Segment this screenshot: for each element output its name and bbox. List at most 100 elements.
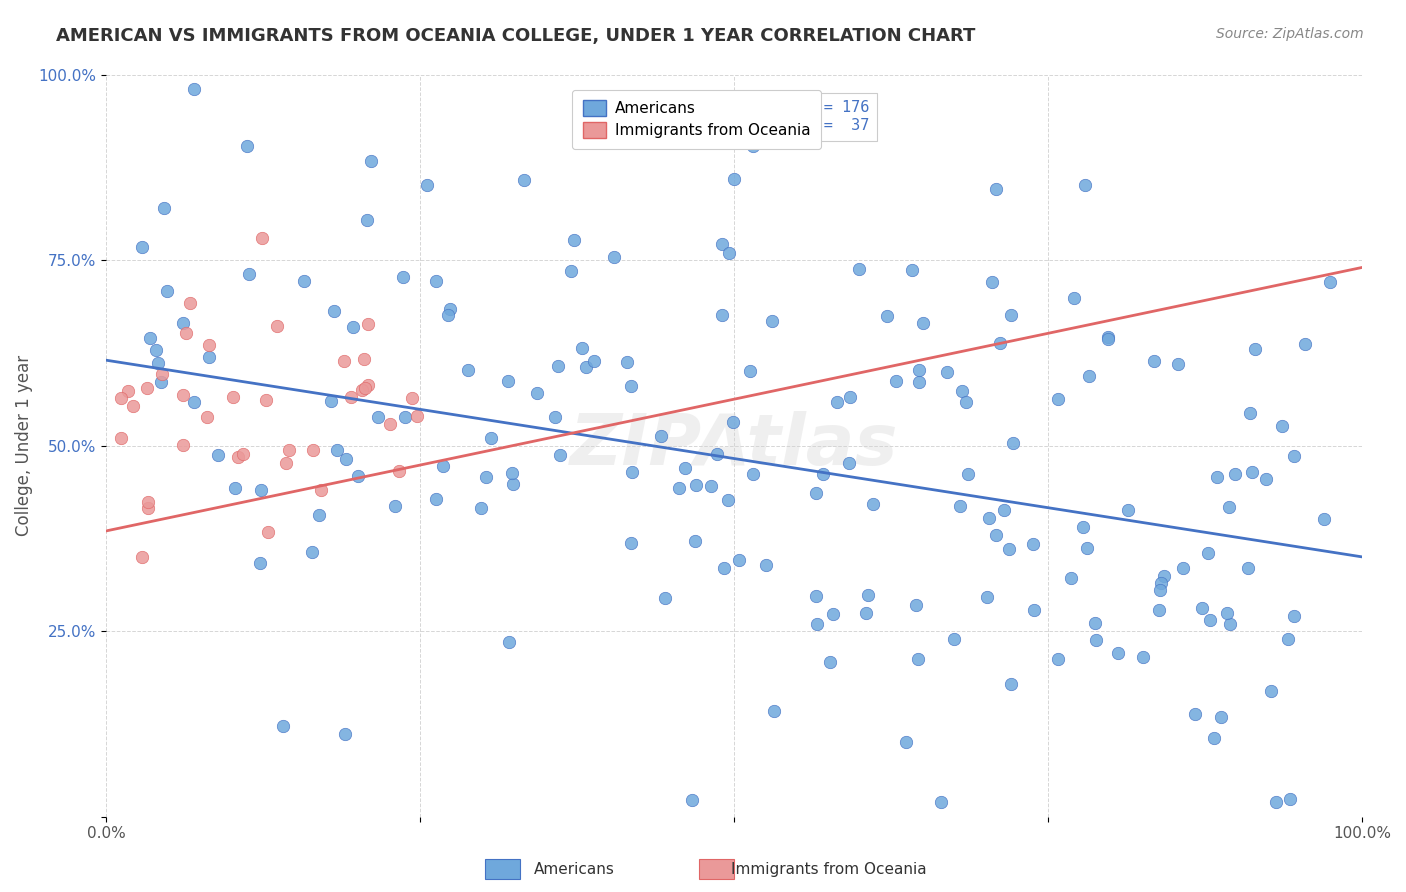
Point [392, 270, 415, 285]
Point [172, 388, 194, 402]
Point [685, 478, 707, 492]
Point [699, 479, 721, 493]
Point [388, 464, 411, 478]
Point [907, 375, 929, 389]
Text: ZIPAtlas: ZIPAtlas [569, 411, 898, 480]
Point [560, 263, 582, 277]
Legend: Americans, Immigrants from Oceania: Americans, Immigrants from Oceania [572, 89, 821, 149]
Point [146, 356, 169, 370]
Point [1097, 332, 1119, 346]
Point [470, 501, 492, 516]
Point [302, 443, 325, 458]
Point [198, 350, 221, 364]
Point [1282, 449, 1305, 463]
Point [356, 213, 378, 227]
Point [673, 460, 696, 475]
Point [274, 456, 297, 470]
Point [900, 263, 922, 277]
Point [1022, 537, 1045, 551]
Point [122, 399, 145, 413]
Point [884, 374, 907, 388]
Point [224, 481, 246, 495]
Point [1047, 651, 1070, 665]
Point [145, 343, 167, 358]
Bar [485, 859, 520, 879]
Point [876, 310, 898, 324]
Point [367, 409, 389, 424]
Point [1084, 615, 1107, 630]
Point [1078, 369, 1101, 384]
Point [547, 359, 569, 374]
Point [1107, 646, 1129, 660]
Point [706, 447, 728, 461]
Point [986, 182, 1008, 196]
Point [936, 365, 959, 379]
Point [174, 326, 197, 340]
Point [763, 704, 786, 718]
Point [654, 591, 676, 605]
Point [498, 635, 520, 649]
Point [990, 336, 1012, 351]
Point [1071, 520, 1094, 534]
Point [717, 492, 740, 507]
Point [457, 363, 479, 377]
Point [501, 466, 523, 480]
Point [984, 528, 1007, 542]
Point [955, 394, 977, 409]
Point [721, 415, 744, 429]
Point [976, 590, 998, 604]
Point [353, 351, 375, 366]
Point [221, 390, 243, 404]
Point [1265, 795, 1288, 809]
Point [806, 617, 828, 632]
Point [1063, 291, 1085, 305]
Point [138, 331, 160, 345]
Point [977, 511, 1000, 525]
Point [571, 341, 593, 355]
Point [825, 394, 848, 409]
Point [1000, 309, 1022, 323]
Point [818, 655, 841, 669]
Point [804, 589, 827, 603]
Point [855, 606, 877, 620]
Point [378, 417, 401, 431]
Point [1047, 392, 1070, 407]
Point [929, 795, 952, 809]
Point [1076, 541, 1098, 556]
Point [548, 448, 571, 462]
Point [1319, 275, 1341, 289]
Point [197, 337, 219, 351]
Point [308, 508, 330, 523]
Point [1060, 570, 1083, 584]
Point [544, 410, 567, 425]
Point [1184, 706, 1206, 721]
Point [236, 139, 259, 153]
Point [1002, 435, 1025, 450]
Point [437, 309, 460, 323]
Point [942, 632, 965, 646]
Point [742, 139, 765, 153]
Point [949, 500, 972, 514]
Point [360, 153, 382, 168]
Point [1271, 419, 1294, 434]
Point [1132, 649, 1154, 664]
Point [1256, 472, 1278, 486]
Point [136, 381, 159, 395]
Point [848, 262, 870, 277]
Point [1085, 632, 1108, 647]
Point [136, 494, 159, 508]
Point [681, 793, 703, 807]
Point [406, 409, 429, 423]
Point [333, 727, 356, 741]
Point [1171, 560, 1194, 574]
Point [907, 652, 929, 666]
Point [742, 467, 765, 482]
Point [311, 483, 333, 497]
Point [723, 172, 745, 186]
Point [1202, 731, 1225, 745]
Point [603, 250, 626, 264]
Point [1000, 677, 1022, 691]
Point [502, 477, 524, 491]
Point [862, 497, 884, 511]
Point [616, 355, 638, 369]
